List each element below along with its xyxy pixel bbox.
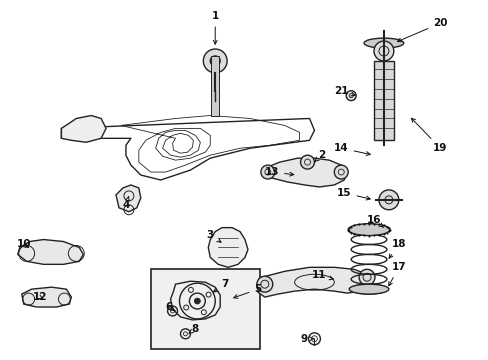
Polygon shape [262, 158, 346, 187]
Text: 10: 10 [17, 239, 31, 249]
Circle shape [194, 298, 200, 304]
Bar [150, 269, 259, 349]
Text: 17: 17 [388, 262, 405, 286]
Text: 9: 9 [300, 334, 313, 344]
Polygon shape [61, 116, 106, 142]
Text: 21: 21 [333, 86, 354, 96]
Polygon shape [116, 185, 141, 212]
Bar [373, 61, 393, 140]
Text: 20: 20 [397, 18, 447, 42]
Text: 6: 6 [164, 302, 175, 312]
Ellipse shape [347, 224, 389, 235]
Text: 14: 14 [333, 143, 369, 156]
Text: 11: 11 [311, 270, 332, 280]
Circle shape [334, 165, 347, 179]
Circle shape [260, 165, 274, 179]
Polygon shape [208, 228, 247, 267]
Polygon shape [257, 267, 370, 297]
Circle shape [358, 269, 374, 285]
Circle shape [256, 276, 272, 292]
Text: 12: 12 [32, 292, 47, 302]
Polygon shape [21, 287, 71, 307]
Circle shape [373, 41, 393, 61]
Ellipse shape [364, 38, 403, 48]
Text: 2: 2 [314, 150, 325, 162]
Text: 7: 7 [213, 279, 228, 292]
Circle shape [300, 155, 314, 169]
Ellipse shape [348, 284, 388, 294]
Text: 4: 4 [122, 197, 129, 210]
Text: 1: 1 [211, 11, 219, 44]
Text: 3: 3 [206, 230, 221, 242]
Circle shape [378, 190, 398, 210]
Bar [211, 56, 219, 116]
Text: 18: 18 [388, 239, 405, 258]
Text: 5: 5 [233, 284, 261, 298]
Text: 19: 19 [410, 118, 447, 153]
Polygon shape [18, 239, 83, 264]
Circle shape [203, 49, 226, 73]
Text: 13: 13 [264, 167, 293, 177]
Circle shape [346, 91, 355, 100]
Text: 8: 8 [188, 324, 199, 334]
Text: 16: 16 [366, 215, 383, 228]
Text: 15: 15 [336, 188, 369, 200]
